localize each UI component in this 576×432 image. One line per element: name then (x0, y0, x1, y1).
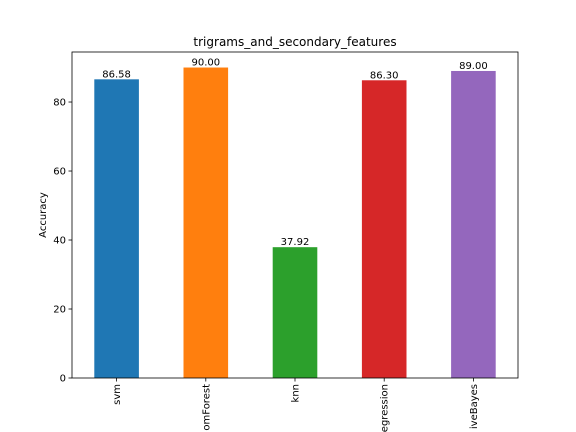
bar-1 (183, 67, 229, 379)
y-tick-label-4: 80 (53, 98, 66, 109)
data-label-0: 86.58 (102, 69, 131, 80)
bar-4 (451, 70, 496, 378)
x-tick-label-2: knn (291, 384, 302, 402)
bar-3 (361, 80, 407, 378)
data-label-4: 89.00 (459, 61, 488, 72)
y-tick-label-1: 20 (53, 305, 66, 316)
x-tick-label-3: egression (380, 384, 391, 432)
chart-title: trigrams_and_secondary_features (193, 35, 396, 49)
bar-0 (94, 79, 139, 379)
x-tick-label-0: svm (112, 384, 123, 405)
y-axis-label: Accuracy (38, 192, 49, 238)
plot-frame (71, 51, 519, 379)
data-label-2: 37.92 (281, 237, 310, 248)
x-tick-label-1: omForest (201, 384, 212, 431)
bar-2 (272, 247, 318, 378)
x-tick-label-4: iveBayes (469, 384, 480, 429)
bars-layer: 86.58 90.00 37.92 86.30 89.00 (94, 58, 496, 379)
x-ticks-layer: svm omForest knn egression iveBayes (112, 378, 480, 432)
y-tick-label-2: 40 (53, 236, 66, 247)
y-tick-label-3: 60 (53, 167, 66, 178)
data-label-3: 86.30 (370, 70, 399, 81)
data-label-1: 90.00 (191, 58, 220, 69)
y-tick-label-0: 0 (60, 374, 66, 385)
y-ticks-layer: 0 20 40 60 80 (53, 98, 72, 385)
